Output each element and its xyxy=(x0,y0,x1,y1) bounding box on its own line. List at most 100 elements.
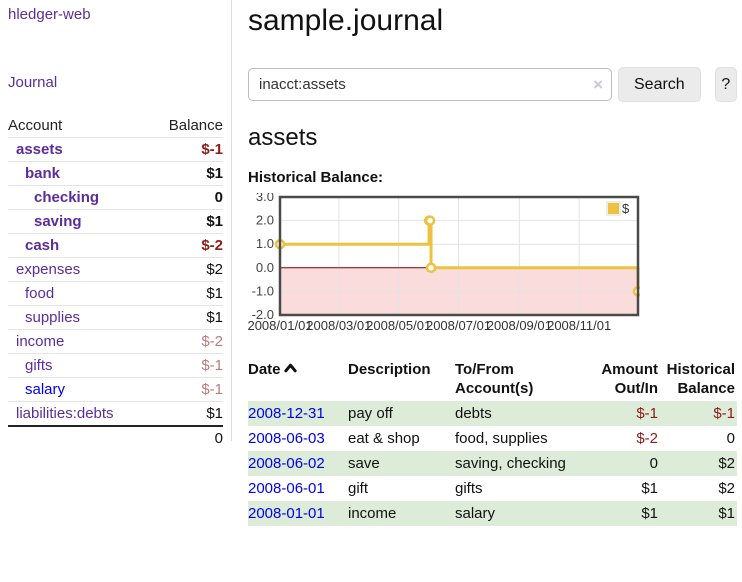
chart-canvas: $3.0 2.0 1.0 0.0 -1.0 -2.02008/01/012008/03/0… xyxy=(247,189,644,333)
account-balance: $-2 xyxy=(201,333,223,350)
sidebar-account-link[interactable]: liabilities:debts xyxy=(16,405,114,422)
transaction-date-link[interactable]: 2008-06-01 xyxy=(248,480,325,497)
account-row: cash $-2 xyxy=(8,233,223,257)
app-title-link[interactable]: hledger-web xyxy=(8,6,91,23)
register-row: 2008-12-31 pay off debts $-1 $-1 xyxy=(248,401,737,426)
account-balance: $1 xyxy=(206,213,223,230)
account-balance: $-1 xyxy=(201,141,223,158)
sidebar-account-link[interactable]: expenses xyxy=(16,261,81,278)
account-row: assets $-1 xyxy=(8,137,223,161)
col-header-description: Description xyxy=(348,361,431,378)
svg-text:0.0: 0.0 xyxy=(256,260,274,275)
account-row: expenses $2 xyxy=(8,257,223,281)
svg-text:2008/01/01: 2008/01/01 xyxy=(248,318,313,333)
transaction-date-link[interactable]: 2008-12-31 xyxy=(248,405,325,422)
transaction-description: gift xyxy=(348,480,369,497)
transaction-description: save xyxy=(348,455,380,472)
clear-search-icon[interactable]: × xyxy=(593,75,603,94)
svg-text:2.0: 2.0 xyxy=(256,213,274,228)
sidebar-account-link[interactable]: saving xyxy=(34,213,82,230)
svg-text:2008/05/01: 2008/05/01 xyxy=(366,318,431,333)
transaction-date-cell: 2008-12-31 xyxy=(248,401,348,426)
register-header-row: Date Description To/From Account(s) Amou… xyxy=(248,357,737,401)
transaction-description: pay off xyxy=(348,405,393,422)
col-header-accounts: To/From Account(s) xyxy=(455,361,534,397)
account-row: supplies $1 xyxy=(8,305,223,329)
search-box: × xyxy=(248,68,612,101)
sidebar-item-journal[interactable]: Journal xyxy=(8,74,58,91)
transaction-date-link[interactable]: 2008-06-03 xyxy=(248,430,325,447)
account-column-header: Account xyxy=(8,116,63,134)
page-title: sample.journal xyxy=(248,4,444,37)
account-balance: $1 xyxy=(206,405,223,422)
transaction-date-cell: 2008-01-01 xyxy=(248,501,348,526)
help-button[interactable]: ? xyxy=(714,67,737,102)
account-row: salary $-1 xyxy=(8,377,223,401)
sidebar-account-link[interactable]: income xyxy=(16,333,65,350)
account-row: liabilities:debts $1 xyxy=(8,401,223,425)
transaction-balance: $1 xyxy=(718,505,735,522)
account-balance: $-1 xyxy=(201,357,223,374)
svg-text:$: $ xyxy=(622,201,630,216)
transaction-balance: $2 xyxy=(718,480,735,497)
account-balance: $2 xyxy=(206,261,223,278)
search-input[interactable] xyxy=(248,68,612,101)
account-row: checking 0 xyxy=(8,185,223,209)
account-heading: assets xyxy=(248,124,318,151)
svg-text:2008/07/01: 2008/07/01 xyxy=(426,318,491,333)
sidebar-account-link[interactable]: cash xyxy=(25,237,60,254)
transaction-date-link[interactable]: 2008-06-02 xyxy=(248,455,325,472)
register-table: Date Description To/From Account(s) Amou… xyxy=(248,357,737,526)
account-balance: 0 xyxy=(214,189,223,206)
sidebar-account-link[interactable]: bank xyxy=(25,165,61,182)
svg-text:-2.0: -2.0 xyxy=(252,307,274,322)
transaction-accounts: gifts xyxy=(455,480,483,497)
transaction-date-cell: 2008-06-01 xyxy=(248,476,348,501)
transaction-date-cell: 2008-06-02 xyxy=(248,451,348,476)
transaction-balance: 0 xyxy=(726,430,735,447)
account-row: bank $1 xyxy=(8,161,223,185)
search-bar: × Search ? xyxy=(248,67,737,102)
historical-balance-chart: $3.0 2.0 1.0 0.0 -1.0 -2.0 2008/01/01 2008/03/0… xyxy=(247,189,737,342)
register-row: 2008-06-01 gift gifts $1 $2 xyxy=(248,476,737,501)
sidebar: hledger-web Journal Account Balance asse… xyxy=(0,0,231,449)
transaction-amount: 0 xyxy=(649,455,658,472)
svg-text:2008/09/01: 2008/09/01 xyxy=(487,318,552,333)
transaction-amount: $1 xyxy=(641,480,658,497)
transaction-description: eat & shop xyxy=(348,430,420,447)
transaction-balance: $-1 xyxy=(713,405,735,422)
account-row: food $1 xyxy=(8,281,223,305)
sidebar-divider xyxy=(231,0,232,441)
transaction-amount: $1 xyxy=(641,505,658,522)
account-row: saving $1 xyxy=(8,209,223,233)
transaction-accounts: debts xyxy=(455,405,492,422)
transaction-accounts: food, supplies xyxy=(455,430,548,447)
account-balance: $1 xyxy=(206,165,223,182)
transaction-balance: $2 xyxy=(718,455,735,472)
transaction-date-cell: 2008-06-03 xyxy=(248,426,348,451)
transaction-accounts: saving, checking xyxy=(455,455,566,472)
transaction-amount: $-1 xyxy=(636,405,658,422)
sort-ascending-icon xyxy=(283,363,297,373)
account-balance: $1 xyxy=(206,309,223,326)
svg-text:2008/03/01: 2008/03/01 xyxy=(306,318,371,333)
sidebar-account-link[interactable]: assets xyxy=(16,141,63,158)
sidebar-account-link[interactable]: gifts xyxy=(25,357,53,374)
sidebar-account-link[interactable]: salary xyxy=(25,381,66,398)
account-row: gifts $-1 xyxy=(8,353,223,377)
sidebar-account-link[interactable]: supplies xyxy=(25,309,81,326)
search-button[interactable]: Search xyxy=(618,67,701,102)
register-row: 2008-06-02 save saving, checking 0 $2 xyxy=(248,451,737,476)
sidebar-account-link[interactable]: checking xyxy=(34,189,100,206)
account-balance: $1 xyxy=(206,285,223,302)
account-table-header: Account Balance xyxy=(8,113,223,137)
register-row: 2008-06-03 eat & shop food, supplies $-2 0 xyxy=(248,426,737,451)
svg-text:3.0: 3.0 xyxy=(256,193,274,204)
transaction-description: income xyxy=(348,505,397,522)
svg-text:-1.0: -1.0 xyxy=(252,283,274,298)
transaction-date-link[interactable]: 2008-01-01 xyxy=(248,505,325,522)
transaction-amount: $-2 xyxy=(636,430,658,447)
col-header-date[interactable]: Date xyxy=(248,357,348,401)
sidebar-account-link[interactable]: food xyxy=(25,285,55,302)
